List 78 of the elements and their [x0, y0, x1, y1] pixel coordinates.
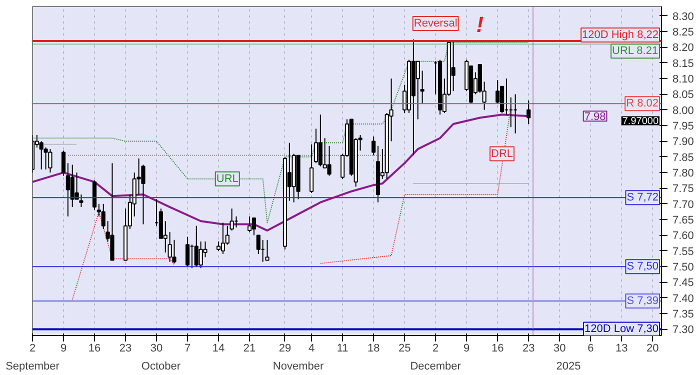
x-tick-label: 16: [88, 342, 101, 354]
x2-tick-label: 2025: [556, 360, 581, 372]
y-tick-label: 7.80: [672, 168, 694, 180]
ref-line-label: S 7,50: [626, 260, 659, 273]
candlestick: [101, 203, 106, 230]
ref-line-label: S 7,72: [626, 192, 659, 204]
y-tick-label: 7.55: [672, 246, 694, 258]
y-tick-label: 7.85: [672, 152, 694, 164]
x-tick-label: 2: [29, 342, 36, 354]
annotation: DRL: [491, 148, 514, 160]
x-tick-label: 13: [616, 342, 628, 354]
candlestick: [256, 234, 260, 255]
annotation: 7.98: [584, 111, 606, 124]
y-tick-label: 8.15: [672, 58, 694, 70]
x2-tick-label: October: [141, 360, 181, 372]
x-tick-label: 30: [150, 342, 163, 354]
ref-line-label: URL 8.21: [612, 45, 658, 58]
candlestick: [216, 241, 221, 252]
candlestick: [265, 239, 270, 261]
y-tick-label: 7.45: [672, 277, 694, 290]
y-tick-label: 8.25: [672, 26, 694, 39]
y-tick-label: 7.90: [672, 136, 694, 148]
x-tick-label: 23: [522, 342, 535, 354]
x-tick-label: 29: [278, 342, 292, 354]
x-tick-label: 7: [184, 342, 191, 354]
x-tick-label: 14: [212, 342, 225, 354]
ref-line-label: R 8.02: [626, 98, 659, 110]
x-tick-label: 11: [336, 342, 348, 354]
candlestick: [252, 218, 256, 236]
candlestick: [230, 208, 234, 232]
y-tick-label: 7.60: [672, 230, 694, 242]
x-tick-label: 23: [119, 342, 132, 354]
y-tick-label: 7.50: [672, 262, 694, 274]
annotation: !: [476, 12, 484, 37]
y-tick-label: 8.30: [672, 10, 694, 23]
ref-line-label: 120D Low 7,30: [584, 323, 658, 336]
x-tick-label: 9: [60, 342, 67, 354]
y-tick-label: 8.00: [672, 104, 694, 117]
x2-tick-label: November: [272, 360, 324, 372]
y-tick-label: 7.40: [672, 292, 694, 305]
y-tick-label: 7.95: [672, 120, 694, 133]
candlestick: [61, 150, 66, 176]
y-tick-label: 7.30: [672, 324, 694, 336]
x-tick-label: 18: [367, 342, 380, 354]
y-tick-label: 7.75: [672, 183, 694, 196]
y-tick-label: 8.20: [672, 42, 694, 54]
annotation: Reversal: [414, 18, 458, 30]
candlestick: [185, 236, 190, 268]
x-tick-label: 2: [432, 342, 439, 354]
x-tick-label: 25: [398, 342, 411, 354]
candlestick: [220, 222, 226, 255]
candlestick: [372, 136, 376, 156]
y-tick-label: 7.65: [672, 214, 694, 227]
candlestick: [310, 144, 314, 194]
candlestick: [526, 100, 531, 124]
x-tick-label: 30: [554, 342, 566, 354]
x2-tick-label: September: [6, 360, 60, 372]
candlestick: [327, 145, 332, 176]
y-tick-label: 8.05: [672, 89, 694, 102]
x-tick-label: 20: [646, 342, 659, 354]
x-tick-label: 9: [464, 342, 470, 354]
x-tick-label: 6: [588, 342, 594, 354]
x2-tick-label: December: [410, 360, 462, 372]
candlestick: [420, 70, 424, 104]
candlestick: [451, 40, 456, 92]
ref-line-label: 120D High 8,22: [582, 28, 659, 41]
annotation: URL: [216, 172, 238, 185]
annotation: 7.97000: [622, 116, 659, 128]
candlestick: [416, 60, 420, 120]
candlestick: [314, 128, 318, 164]
y-tick-label: 7.70: [672, 198, 694, 211]
y-tick-label: 8.10: [672, 74, 694, 86]
x-tick-label: 4: [308, 342, 315, 354]
x-tick-label: 21: [243, 342, 256, 354]
ref-line-label: S 7,39: [626, 295, 659, 308]
candlestick: [248, 216, 252, 233]
x-tick-label: 16: [491, 342, 504, 354]
y-tick-label: 7.35: [672, 308, 694, 321]
